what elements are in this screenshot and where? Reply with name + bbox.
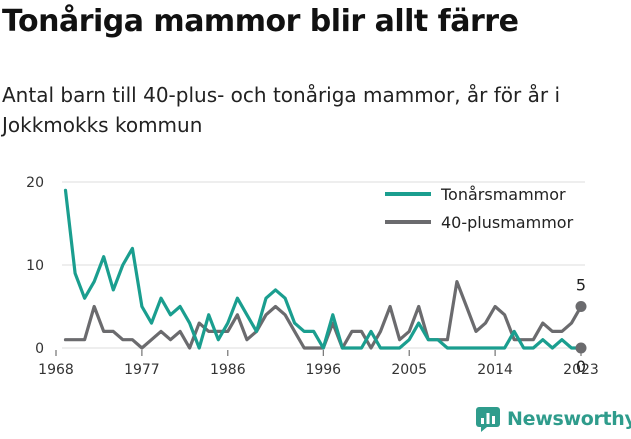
chart-title: Tonåriga mammor blir allt färre (2, 4, 519, 39)
newsworthy-logo: Newsworthy (475, 406, 631, 432)
series-line-forty-plus (63, 280, 583, 350)
legend: Tonårsmammor 40-plusmammor (385, 185, 574, 232)
end-label-teenage: 0 (576, 357, 586, 376)
x-tick-label: 1968 (38, 362, 74, 378)
legend-label-forty-plus: 40-plusmammor (441, 213, 574, 232)
x-tick-label: 2014 (477, 362, 513, 378)
x-axis-ticks: 1968 1977 1986 1996 2005 2014 2023 (38, 350, 599, 378)
end-points: 50 (575, 276, 587, 376)
logo-text: Newsworthy (507, 408, 631, 430)
line-chart: 0 10 20 1968 1977 1986 1996 2005 2014 2023 Tonår… (26, 175, 599, 378)
end-label-forty-plus: 5 (576, 276, 586, 295)
bar-chart-icon (476, 407, 500, 432)
x-tick-label: 1996 (305, 362, 341, 378)
x-tick-label: 2005 (391, 362, 427, 378)
y-tick-label: 20 (26, 175, 44, 191)
series-line-teenage (63, 188, 583, 350)
series-lines (63, 188, 583, 350)
y-tick-label: 0 (35, 341, 44, 357)
end-point-teenage (575, 342, 587, 354)
x-tick-label: 2023 (563, 362, 599, 378)
y-tick-label: 10 (26, 258, 44, 274)
x-tick-label: 1986 (210, 362, 246, 378)
y-axis-ticks: 0 10 20 (26, 175, 44, 357)
chart-subtitle: Antal barn till 40-plus- och tonåriga ma… (2, 83, 561, 137)
legend-label-teenage: Tonårsmammor (440, 185, 566, 204)
x-tick-label: 1977 (124, 362, 160, 378)
end-point-forty-plus (575, 301, 587, 312)
